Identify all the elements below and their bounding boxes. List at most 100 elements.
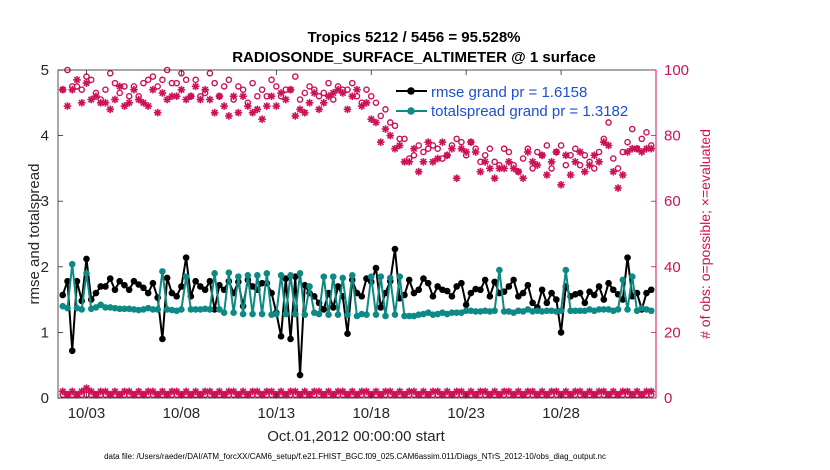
totalspread-point bbox=[187, 306, 195, 313]
obs-possible-point bbox=[505, 148, 513, 156]
obs-evaluated-point-stroke bbox=[434, 155, 441, 162]
totalspread-point bbox=[595, 306, 603, 313]
rmse-point bbox=[515, 293, 522, 300]
obs-bottom-evaluated-point-stroke bbox=[519, 391, 527, 399]
obs-evaluated-point-stroke bbox=[363, 99, 370, 107]
obs-possible-point bbox=[500, 145, 508, 153]
rmse-point bbox=[106, 275, 114, 282]
obs-evaluated-point bbox=[239, 92, 247, 101]
obs-bottom-evaluated-point-stroke bbox=[353, 391, 361, 399]
obs-evaluated-point-stroke bbox=[624, 148, 631, 156]
obs-bottom-evaluated-point-stroke bbox=[538, 388, 546, 395]
obs-possible-point bbox=[125, 92, 133, 100]
obs-evaluated-point bbox=[258, 115, 266, 123]
obs-evaluated-point-stroke bbox=[211, 109, 218, 116]
totalspread-point bbox=[576, 307, 584, 315]
chart-title-line1: Tropics 5212 / 5456 = 95.528% bbox=[307, 29, 520, 46]
obs-evaluated-point bbox=[391, 144, 399, 153]
rmse-point bbox=[529, 299, 536, 307]
obs-evaluated-point bbox=[125, 99, 133, 107]
obs-evaluated-point-stroke bbox=[301, 109, 309, 116]
obs-evaluated-point-stroke bbox=[73, 76, 81, 84]
obs-possible-point bbox=[73, 83, 81, 90]
obs-possible-point bbox=[434, 145, 441, 153]
totalspread-point bbox=[273, 310, 280, 318]
obs-bottom-evaluated-point-stroke bbox=[268, 388, 275, 395]
totalspread-point bbox=[396, 273, 404, 280]
obs-evaluated-point-stroke bbox=[125, 99, 133, 107]
obs-bottom-evaluated-point-stroke bbox=[344, 391, 351, 399]
rmse-point bbox=[192, 277, 199, 285]
obs-bottom-evaluated-point bbox=[115, 390, 124, 399]
obs-possible-point bbox=[78, 86, 86, 93]
rmse-point bbox=[287, 335, 294, 343]
totalspread-point bbox=[405, 312, 413, 320]
obs-evaluated-point-stroke bbox=[443, 151, 451, 159]
obs-bottom-evaluated-point-stroke bbox=[467, 388, 475, 395]
obs-possible-point bbox=[643, 129, 650, 136]
obs-evaluated-point-stroke bbox=[130, 86, 138, 93]
obs-bottom-evaluated-point-stroke bbox=[434, 388, 441, 395]
obs-bottom-evaluated-point-stroke bbox=[282, 391, 290, 399]
totalspread-point bbox=[391, 311, 399, 318]
obs-evaluated-point-stroke bbox=[396, 142, 404, 149]
obs-evaluated-point-stroke bbox=[619, 171, 627, 179]
obs-evaluated-point bbox=[443, 151, 451, 160]
rmse-point bbox=[168, 289, 176, 297]
obs-possible-point bbox=[386, 119, 394, 126]
totalspread-point bbox=[282, 310, 290, 318]
rmse-point bbox=[548, 289, 555, 297]
obs-bottom-evaluated-point bbox=[647, 387, 656, 396]
obs-bottom-evaluated-point-stroke bbox=[92, 391, 100, 399]
data-file-footer: data file: /Users/raeder/DAI/ATM_forcXX/… bbox=[104, 452, 606, 461]
obs-evaluated-point bbox=[158, 89, 167, 97]
rmse-point bbox=[605, 279, 612, 287]
obs-bottom-evaluated-point-stroke bbox=[633, 388, 641, 395]
obs-bottom-evaluated-point-stroke bbox=[296, 391, 304, 399]
obs-possible-point bbox=[576, 161, 584, 169]
obs-evaluated-point-stroke bbox=[595, 158, 603, 166]
obs-bottom-evaluated-point-stroke bbox=[235, 391, 242, 399]
rmse-point bbox=[538, 286, 546, 294]
obs-evaluated-point-stroke bbox=[576, 148, 584, 156]
obs-possible-point bbox=[624, 138, 631, 146]
totalspread-point bbox=[64, 304, 71, 312]
totalspread-point bbox=[557, 307, 565, 315]
obs-evaluated-point-stroke bbox=[458, 145, 465, 153]
totalspread-point bbox=[149, 306, 157, 313]
legend-spread-marker bbox=[407, 107, 415, 115]
obs-possible-point bbox=[329, 96, 337, 103]
obs-evaluated-point bbox=[448, 144, 456, 153]
rmse-point bbox=[111, 286, 119, 294]
obs-possible-point bbox=[273, 83, 280, 90]
obs-evaluated-point bbox=[571, 158, 580, 166]
obs-bottom-evaluated-point-stroke bbox=[515, 388, 522, 395]
obs-evaluated-point-stroke bbox=[239, 92, 247, 100]
obs-evaluated-point-stroke bbox=[567, 171, 574, 179]
rmse-point bbox=[178, 283, 185, 290]
rmse-point bbox=[429, 293, 437, 300]
obs-evaluated-point bbox=[395, 141, 404, 150]
obs-possible-point bbox=[628, 125, 636, 133]
obs-possible-point bbox=[557, 142, 565, 149]
rmse-point bbox=[453, 283, 460, 290]
y2-tick-label: 20 bbox=[664, 324, 681, 341]
totalspread-point bbox=[225, 269, 233, 277]
rmse-point bbox=[486, 293, 494, 300]
totalspread-point bbox=[235, 273, 242, 280]
obs-evaluated-point bbox=[462, 148, 470, 156]
obs-evaluated-point bbox=[163, 95, 171, 104]
rmse-point bbox=[159, 335, 166, 343]
rmse-point bbox=[182, 254, 190, 261]
obs-bottom-evaluated-point-stroke bbox=[149, 388, 157, 395]
totalspread-point bbox=[382, 312, 389, 320]
obs-evaluated-point bbox=[419, 158, 428, 166]
totalspread-point bbox=[78, 306, 86, 313]
obs-evaluated-point-stroke bbox=[178, 86, 185, 93]
obs-evaluated-point bbox=[196, 95, 205, 104]
rmse-point bbox=[149, 279, 157, 287]
obs-evaluated-point bbox=[376, 138, 385, 146]
obs-bottom-evaluated-point-stroke bbox=[448, 391, 456, 399]
obs-bottom-evaluated-point-stroke bbox=[230, 388, 237, 395]
rmse-point bbox=[163, 274, 171, 282]
